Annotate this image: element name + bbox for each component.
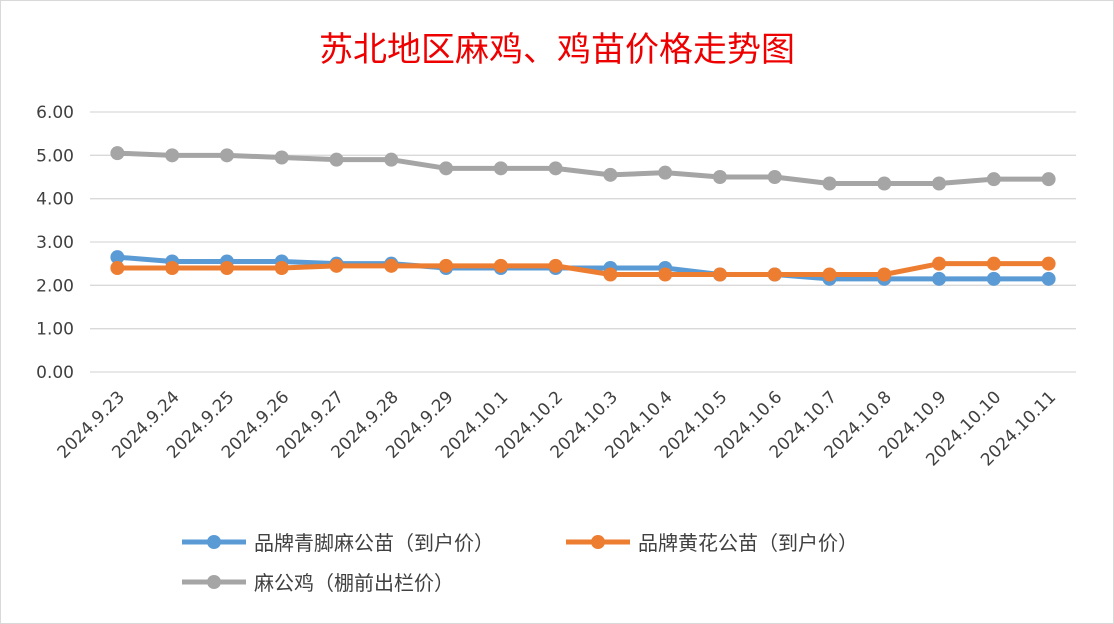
series-3-point [548,161,563,176]
legend-marker-series-1 [182,534,246,549]
series-1-point [1041,271,1056,286]
series-3-point [1041,172,1056,187]
series-2-point [548,258,563,273]
series-2-point [932,256,947,271]
series-3-point [932,176,947,191]
legend-item-series-3: 麻公鸡（棚前出栏价） [182,567,454,596]
series-3-point [986,172,1001,187]
series-3-point [493,161,508,176]
series-3-point [110,146,125,161]
y-tick-label: 2.00 [36,276,74,296]
series-2-point [165,261,180,275]
legend-item-series-2: 品牌黄花公苗（到户价） [566,527,858,556]
series-2-point [1041,256,1056,271]
series-line-3 [114,150,1052,186]
series-2-point [439,258,454,273]
series-1-point [932,271,947,286]
y-tick-label: 0.00 [36,363,74,383]
legend-marker-series-2 [566,534,630,549]
chart-title: 苏北地区麻鸡、鸡苗价格走势图 [319,30,795,70]
y-tick-label: 3.00 [36,233,74,253]
series-2-point [603,267,618,282]
series-2-point [712,267,727,282]
series-2-point [658,267,673,282]
series-3-point [877,176,892,191]
series-3-point [219,148,234,163]
series-2-point [767,267,782,282]
y-tick-label: 1.00 [36,320,74,340]
series-2-point [493,258,508,273]
series-2-point [877,267,892,282]
y-tick-label: 6.00 [36,103,74,123]
series-2-point [329,258,344,273]
legend-marker-series-3 [182,574,246,589]
series-3-point [767,170,782,184]
series-2-point [110,261,125,275]
y-tick-label: 5.00 [36,146,74,166]
series-3-point [439,161,454,176]
series-3-point [712,170,727,184]
series-3-point [822,176,837,191]
legend-item-series-1: 品牌青脚麻公苗（到户价） [182,527,494,556]
series-1-point [110,250,125,265]
series-3-point [165,148,180,163]
series-2-point [822,267,837,282]
series-2-point [219,261,234,275]
legend-label-series-1: 品牌青脚麻公苗（到户价） [254,531,494,555]
series-3-point [384,152,399,167]
series-3-point [274,150,289,165]
series-2-point [384,258,399,273]
legend-label-series-2: 品牌黄花公苗（到户价） [638,531,858,555]
y-tick-label: 4.00 [36,190,74,210]
series-3-point [658,165,673,180]
series-2-point [986,256,1001,271]
series-2-point [274,261,289,275]
series-line-2 [114,261,1052,277]
series-1-point [986,271,1001,286]
series-3-point [603,167,618,182]
legend-label-series-3: 麻公鸡（棚前出栏价） [254,571,454,595]
series-3-point [329,152,344,167]
